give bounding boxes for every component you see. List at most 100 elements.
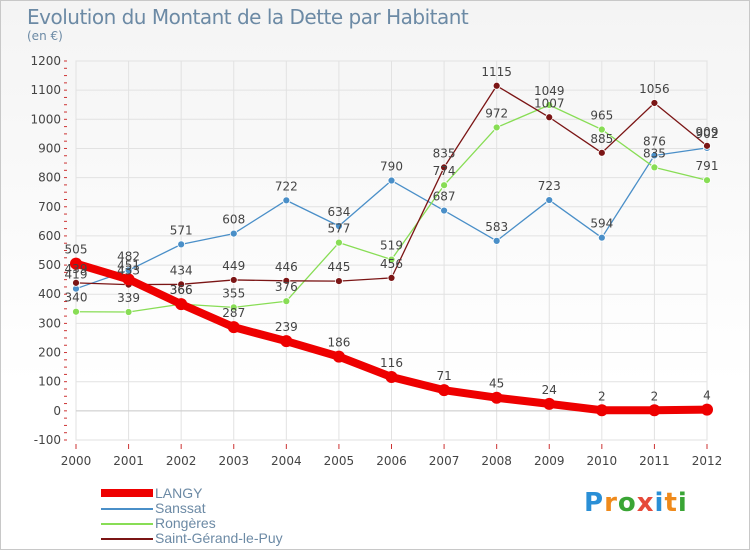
data-label: 2 [598, 389, 606, 403]
data-label: 519 [380, 239, 403, 253]
data-label: 445 [327, 260, 350, 274]
data-label: 376 [275, 280, 298, 294]
y-tick-label: 600 [38, 229, 61, 243]
x-tick-label: 2003 [218, 454, 249, 468]
y-tick-label: 1100 [30, 83, 61, 97]
data-point [387, 176, 396, 185]
data-point [229, 276, 238, 284]
data-point [335, 222, 343, 230]
data-point [650, 163, 659, 172]
data-point [335, 277, 343, 286]
x-tick-label: 2004 [271, 454, 302, 468]
data-point [387, 255, 396, 264]
data-point [545, 196, 554, 204]
legend-label: Rongères [155, 515, 216, 531]
data-point [227, 321, 240, 334]
legend-swatch [101, 489, 153, 497]
x-tick-label: 2002 [166, 454, 197, 468]
data-point [280, 335, 293, 348]
x-tick-label: 2012 [692, 454, 723, 468]
data-point [703, 141, 711, 150]
data-label: 116 [380, 356, 403, 370]
data-label: 594 [590, 217, 613, 231]
data-point [597, 125, 606, 134]
data-label: 355 [222, 286, 245, 300]
data-label: 505 [65, 243, 88, 257]
logo-letter: i [654, 488, 665, 518]
chart-subtitle: (en €) [27, 29, 63, 43]
data-label: 774 [433, 164, 456, 178]
y-tick-label: 300 [38, 316, 61, 330]
data-point [490, 391, 503, 404]
data-point [492, 236, 501, 245]
data-label: 687 [433, 190, 456, 204]
data-label: 909 [696, 125, 719, 139]
legend-swatch [101, 523, 153, 525]
data-point [282, 276, 291, 285]
data-label: 965 [590, 109, 613, 123]
data-label: 902 [696, 127, 719, 141]
data-label: 791 [696, 159, 719, 173]
y-tick-label: 1200 [30, 54, 61, 68]
data-label: 419 [65, 268, 88, 282]
logo-letter: x [636, 488, 655, 518]
data-point [387, 274, 396, 282]
data-point [438, 384, 451, 397]
data-label: 439 [65, 262, 88, 276]
data-point [177, 280, 186, 289]
data-point [543, 397, 556, 410]
legend-label: Saint-Gérand-le-Puy [155, 530, 283, 546]
data-label: 366 [170, 283, 193, 297]
legend-swatch [101, 538, 153, 540]
data-point [335, 238, 343, 247]
logo-letter: P [584, 488, 605, 518]
x-tick-label: 2001 [113, 454, 144, 468]
data-label: 24 [542, 383, 557, 397]
data-point [229, 229, 238, 238]
y-tick-label: 800 [38, 171, 61, 185]
data-label: 835 [643, 146, 666, 160]
x-tick-label: 2008 [481, 454, 512, 468]
data-point [595, 404, 608, 417]
data-label: 2 [651, 389, 659, 403]
data-label: 723 [538, 179, 561, 193]
data-label: 451 [117, 258, 140, 272]
y-tick-label: 900 [38, 141, 61, 155]
data-label: 608 [222, 213, 245, 227]
x-tick-label: 2010 [587, 454, 618, 468]
data-label: 1115 [481, 65, 512, 79]
data-point [122, 273, 135, 286]
data-point [597, 233, 606, 242]
data-point [385, 371, 398, 384]
data-point [440, 181, 448, 190]
data-label: 449 [222, 259, 245, 273]
data-label: 1056 [639, 82, 670, 96]
y-tick-label: 1000 [30, 112, 61, 126]
data-label: 885 [590, 132, 613, 146]
logo-letter: r [604, 488, 618, 518]
data-point [492, 123, 501, 132]
data-label: 1049 [534, 84, 565, 98]
data-label: 340 [65, 291, 88, 305]
data-point [545, 101, 554, 109]
data-label: 434 [170, 263, 193, 277]
data-point [492, 81, 501, 90]
data-point [703, 176, 711, 185]
data-label: 722 [275, 179, 298, 193]
data-point [332, 350, 345, 363]
y-tick-label: 500 [38, 258, 61, 272]
proxiti-logo: Proxiti [584, 488, 688, 518]
data-point [440, 163, 448, 172]
y-tick-label: -100 [34, 433, 61, 447]
data-label: 835 [433, 146, 456, 160]
legend-label: Sanssat [155, 500, 206, 516]
data-point [72, 307, 80, 316]
data-point [282, 196, 291, 205]
data-label: 876 [643, 134, 666, 148]
y-tick-label: 400 [38, 287, 61, 301]
y-tick-label: 700 [38, 200, 61, 214]
data-label: 339 [117, 291, 140, 305]
data-point [648, 404, 661, 417]
logo-letter: t [664, 488, 678, 518]
data-point [70, 257, 82, 270]
